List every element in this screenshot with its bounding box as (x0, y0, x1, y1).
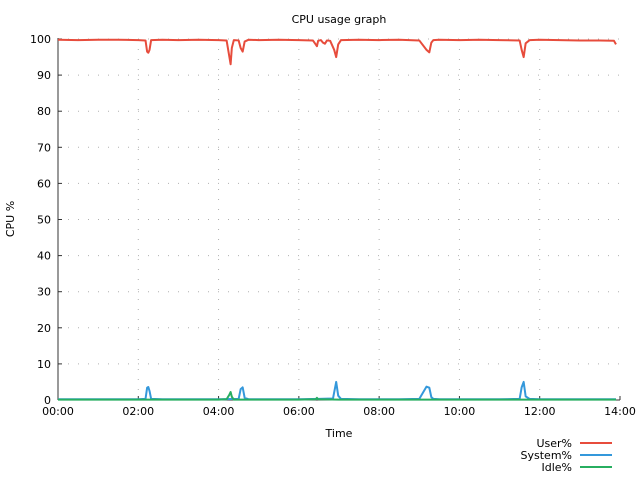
y-tick-label: 70 (37, 141, 51, 154)
legend-label: Idle% (541, 461, 572, 474)
y-tick-label: 40 (37, 250, 51, 263)
y-tick-label: 20 (37, 322, 51, 335)
y-tick-label: 100 (30, 33, 51, 46)
y-tick-label: 10 (37, 358, 51, 371)
y-tick-label: 0 (44, 394, 51, 407)
x-tick-label: 06:00 (283, 405, 315, 418)
x-tick-label: 14:00 (604, 405, 636, 418)
y-axis-ticks: 0 10 20 30 40 50 60 70 80 90 100 (30, 33, 62, 407)
y-tick-label: 30 (37, 286, 51, 299)
y-tick-label: 80 (37, 105, 51, 118)
y-axis-label: CPU % (4, 201, 17, 237)
legend-label: User% (536, 437, 572, 450)
x-tick-label: 00:00 (42, 405, 74, 418)
legend: User%System%Idle% (521, 437, 612, 474)
x-tick-label: 10:00 (444, 405, 476, 418)
grid (58, 38, 620, 400)
y-tick-label: 50 (37, 214, 51, 227)
chart-title: CPU usage graph (292, 13, 387, 26)
y-tick-label: 90 (37, 69, 51, 82)
x-tick-label: 02:00 (122, 405, 154, 418)
y-tick-label: 60 (37, 177, 51, 190)
series-line-system (58, 380, 616, 401)
x-axis-label: Time (325, 427, 353, 440)
x-tick-label: 08:00 (363, 405, 395, 418)
x-tick-label: 12:00 (524, 405, 556, 418)
series-lines (57, 38, 617, 401)
series-line-idle (58, 391, 616, 401)
x-tick-label: 04:00 (203, 405, 235, 418)
series-line-user (57, 38, 617, 66)
legend-label: System% (521, 449, 572, 462)
